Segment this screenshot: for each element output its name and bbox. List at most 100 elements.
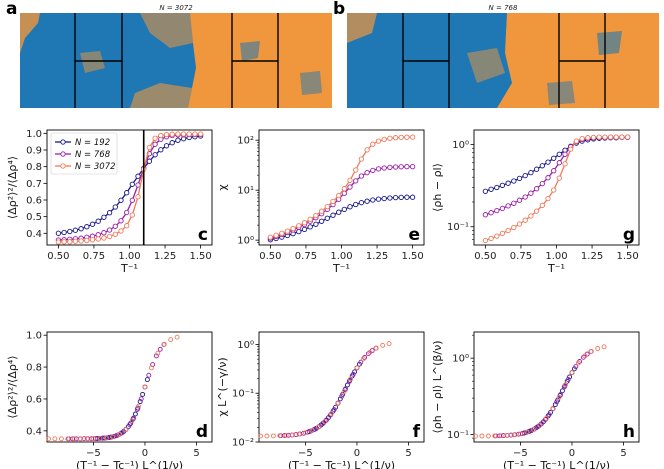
data-point-g — [545, 159, 551, 165]
data-point-d — [142, 384, 148, 390]
data-point-f — [360, 356, 366, 362]
panel-label-b: b — [333, 0, 345, 19]
data-point-e — [404, 194, 410, 200]
y-tick-label-c: 0.8 — [26, 162, 42, 173]
data-point-h — [524, 429, 530, 435]
y-tick-label-h: 10⁰ — [452, 354, 469, 365]
legend-item-label: N = 3072 — [75, 162, 116, 172]
data-point-c — [84, 237, 90, 244]
data-point-e — [296, 223, 302, 229]
data-point-e — [341, 186, 347, 192]
x-axis-label-e: T⁻¹ — [332, 262, 350, 275]
data-point-c — [61, 229, 67, 236]
data-point-g — [522, 194, 528, 200]
lattice-snapshot-small-icon — [347, 13, 659, 108]
data-point-d — [138, 396, 144, 402]
data-point-c — [129, 181, 135, 187]
data-point-d — [84, 436, 90, 442]
data-point-h — [567, 374, 573, 380]
data-point-e — [347, 177, 353, 183]
y-tick-label-e: 10² — [237, 136, 254, 147]
data-point-e — [336, 209, 342, 215]
data-point-c — [95, 218, 101, 224]
data-point-d — [153, 353, 159, 359]
panel-label-bg-f — [404, 422, 421, 440]
data-point-g — [533, 208, 540, 214]
data-point-f — [365, 351, 371, 357]
data-point-d — [129, 418, 135, 424]
data-point-c — [129, 212, 135, 218]
legend-marker — [60, 163, 66, 169]
data-point-f — [341, 389, 347, 395]
data-point-g — [528, 169, 534, 176]
data-point-f — [352, 369, 358, 375]
data-point-c — [192, 131, 198, 137]
data-point-h — [565, 377, 571, 382]
data-point-c — [55, 239, 62, 245]
legend-marker — [60, 139, 66, 145]
x-tick-label-d: 0 — [142, 448, 148, 459]
data-point-g — [482, 212, 489, 218]
data-point-e — [358, 199, 365, 206]
panel-label-h: h — [623, 422, 635, 442]
panel-label-f: f — [413, 422, 421, 442]
data-point-e — [370, 197, 376, 203]
data-point-g — [596, 134, 602, 140]
data-point-f — [315, 424, 321, 430]
data-point-h — [580, 354, 586, 360]
data-point-c — [152, 135, 158, 141]
data-point-f — [258, 433, 263, 439]
data-point-c — [124, 190, 130, 196]
x-axis-label-f: (T⁻¹ − Tc⁻¹) L^(1/ν) — [288, 459, 395, 469]
data-point-e — [375, 166, 382, 172]
data-point-d — [144, 377, 150, 383]
data-point-e — [392, 135, 399, 141]
chart-f: −5 0 5 10⁻² 10⁻¹ 10⁰ (T⁻¹ − Tc⁻¹) L^(1/ν) χ L^(… — [216, 331, 425, 469]
x-tick-label-g: 0.50 — [474, 251, 496, 262]
data-point-h — [492, 433, 498, 439]
data-point-h — [558, 392, 563, 398]
data-point-c — [152, 141, 158, 147]
data-point-e — [375, 196, 382, 202]
data-point-c — [78, 226, 84, 232]
data-point-d — [103, 435, 109, 441]
data-point-h — [569, 370, 575, 376]
data-point-c — [135, 173, 141, 179]
data-point-f — [328, 411, 334, 417]
data-point-e — [341, 190, 347, 196]
data-point-g — [494, 184, 500, 191]
data-point-h — [550, 406, 556, 412]
data-point-h — [542, 417, 548, 423]
x-tick-label-c: 1.50 — [189, 251, 211, 262]
x-tick-label-c: 0.75 — [83, 251, 105, 262]
data-point-e — [358, 156, 365, 162]
data-point-g — [482, 237, 489, 244]
data-point-d — [132, 411, 138, 417]
data-point-f — [303, 430, 308, 436]
x-tick-label-e: 0.50 — [259, 251, 281, 262]
data-point-c — [118, 197, 124, 203]
data-point-f — [354, 365, 360, 371]
data-point-h — [479, 433, 485, 439]
panel-label-bg-d — [192, 422, 209, 440]
y-tick-label-d: 0.4 — [26, 426, 42, 437]
data-point-h — [556, 394, 562, 400]
x-axis-label-h: (T⁻¹ − Tc⁻¹) L^(1/ν) — [503, 459, 610, 469]
data-point-c — [89, 221, 96, 227]
data-point-h — [582, 353, 588, 359]
snapshot-b — [347, 13, 659, 108]
data-point-e — [336, 192, 342, 199]
data-point-g — [511, 178, 517, 184]
data-point-c — [55, 230, 62, 236]
data-point-f — [290, 432, 296, 438]
data-point-g — [505, 227, 511, 234]
data-point-g — [545, 175, 551, 181]
x-tick-label-g: 1.50 — [616, 251, 638, 262]
data-point-d — [137, 399, 143, 405]
data-point-c — [72, 227, 79, 233]
y-axis-label-d: ⟨Δρ²⟩²/⟨Δρ⁴⟩ — [6, 355, 19, 418]
data-point-h — [518, 431, 523, 437]
data-point-e — [318, 218, 325, 224]
data-point-c — [84, 224, 90, 230]
